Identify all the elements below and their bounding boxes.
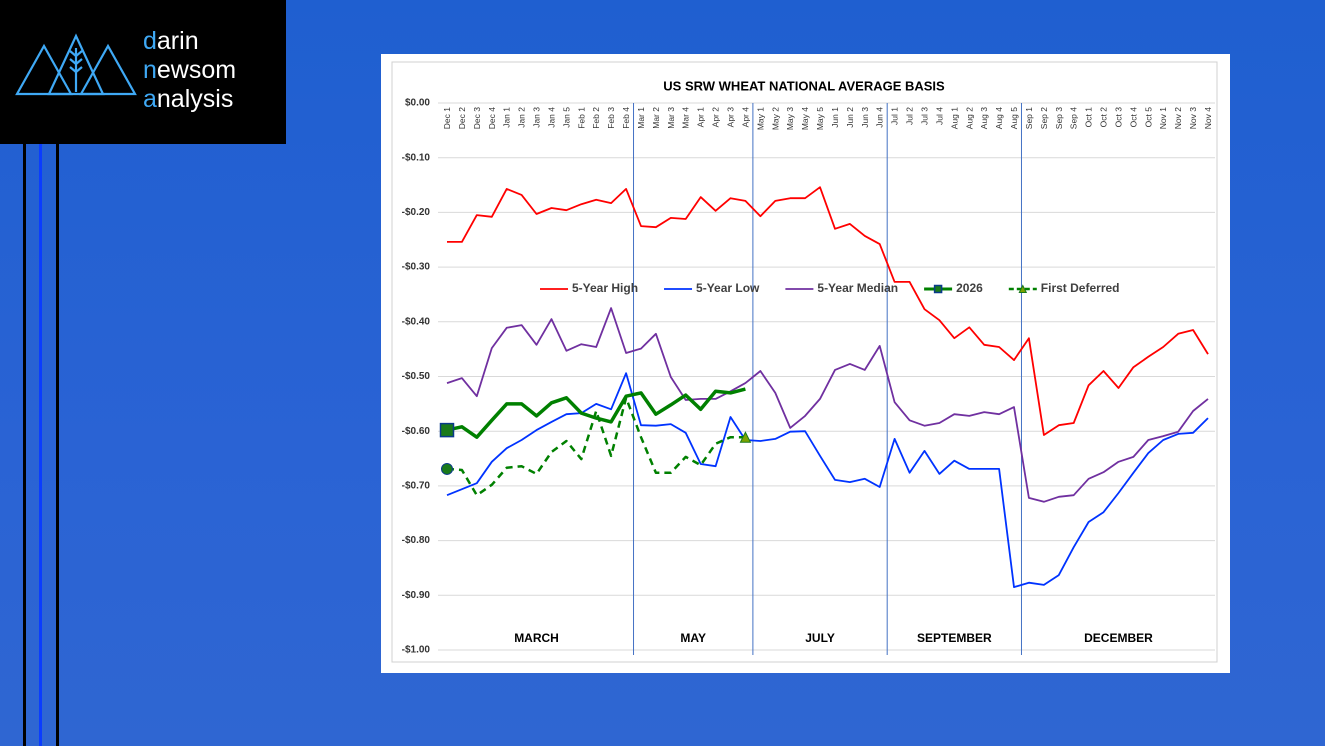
x-tick-label: Jul 3 [919,107,929,125]
y-tick-label: -$0.60 [402,426,431,437]
y-tick-label: -$0.30 [402,262,431,273]
x-tick-label: Feb 4 [621,107,631,129]
logo: darin newsom analysis [0,0,286,144]
x-tick-label: Aug 3 [979,107,989,129]
x-tick-label: Nov 1 [1158,107,1168,129]
x-tick-label: Jul 4 [934,107,944,125]
x-tick-label: May 4 [800,107,810,130]
x-tick-label: Nov 4 [1203,107,1213,129]
x-tick-label: Oct 1 [1084,107,1094,128]
x-tick-label: Sep 4 [1069,107,1079,129]
x-tick-label: Jul 1 [890,107,900,125]
y-tick-label: -$0.20 [402,207,431,218]
x-tick-label: Mar 3 [666,107,676,129]
decor-line [39,144,42,746]
x-tick-label: Aug 4 [994,107,1004,129]
series-marker [739,431,752,443]
legend-marker [933,284,943,294]
section-label: MAY [680,631,706,645]
x-tick-label: Dec 4 [487,107,497,129]
logo-word: darin [143,27,199,55]
series-marker [439,422,455,438]
x-tick-label: Sep 3 [1054,107,1064,129]
x-tick-label: May 3 [785,107,795,130]
y-tick-label: $0.00 [405,98,430,109]
section-label: MARCH [514,631,559,645]
decor-line [56,144,59,746]
x-tick-label: May 5 [815,107,825,130]
x-tick-label: Jun 1 [830,107,840,128]
x-tick-label: Oct 3 [1113,107,1123,128]
x-tick-label: Jan 2 [517,107,527,128]
y-tick-label: -$1.00 [402,645,431,656]
plot-frame [391,61,1218,663]
x-tick-label: Jan 1 [502,107,512,128]
legend-label: 5-Year High [572,281,638,295]
x-tick-label: Dec 2 [457,107,467,129]
legend-label: 2026 [956,281,983,295]
decor-line [23,144,26,746]
x-tick-label: Jan 4 [546,107,556,128]
series-marker [441,462,453,475]
x-tick-label: May 1 [755,107,765,130]
section-label: DECEMBER [1084,631,1153,645]
legend-marker [1018,284,1028,293]
y-tick-label: -$0.50 [402,371,431,382]
x-tick-label: Mar 1 [636,107,646,129]
x-tick-label: Oct 4 [1128,107,1138,128]
legend-label: 5-Year Median [817,281,898,295]
x-tick-label: Feb 2 [591,107,601,129]
x-tick-label: Mar 2 [651,107,661,129]
series-line [446,372,1209,588]
x-tick-label: Mar 4 [681,107,691,129]
x-tick-label: Apr 4 [740,107,750,128]
x-tick-label: Feb 1 [576,107,586,129]
logo-icon [15,33,137,96]
series-line [447,186,1209,436]
x-tick-label: Jun 3 [860,107,870,128]
series-line [446,387,746,439]
series-line [446,307,1209,503]
x-tick-label: Jun 2 [845,107,855,128]
x-tick-label: Feb 3 [606,107,616,129]
x-tick-label: Nov 3 [1188,107,1198,129]
series-line [446,396,746,497]
x-tick-label: Dec 3 [472,107,482,129]
x-tick-label: Oct 5 [1143,107,1153,128]
section-label: JULY [805,631,835,645]
logo-word: newsom [143,56,237,84]
legend-label: First Deferred [1041,281,1120,295]
chart-title: US SRW WHEAT NATIONAL AVERAGE BASIS [663,78,945,93]
x-tick-label: Apr 3 [726,107,736,128]
x-tick-label: Apr 1 [696,107,706,128]
legend-label: 5-Year Low [696,281,760,295]
logo-word: analysis [143,85,234,113]
x-tick-label: Sep 1 [1024,107,1034,129]
x-tick-label: Aug 1 [949,107,959,129]
y-tick-label: -$0.80 [402,535,431,546]
x-tick-label: Jan 5 [561,107,571,128]
y-tick-label: -$0.70 [402,481,431,492]
y-tick-label: -$0.90 [402,590,431,601]
x-tick-label: May 2 [770,107,780,130]
x-tick-label: Nov 2 [1173,107,1183,129]
y-tick-label: -$0.10 [402,152,431,163]
x-tick-label: Jun 4 [875,107,885,128]
x-tick-label: Dec 1 [442,107,452,129]
x-tick-label: Apr 2 [711,107,721,128]
x-tick-label: Sep 2 [1039,107,1049,129]
section-label: SEPTEMBER [917,631,992,645]
x-tick-label: Oct 2 [1099,107,1109,128]
x-tick-label: Jul 2 [905,107,915,125]
y-tick-label: -$0.40 [402,316,431,327]
x-tick-label: Aug 5 [1009,107,1019,129]
x-tick-label: Aug 2 [964,107,974,129]
x-tick-label: Jan 3 [532,107,542,128]
